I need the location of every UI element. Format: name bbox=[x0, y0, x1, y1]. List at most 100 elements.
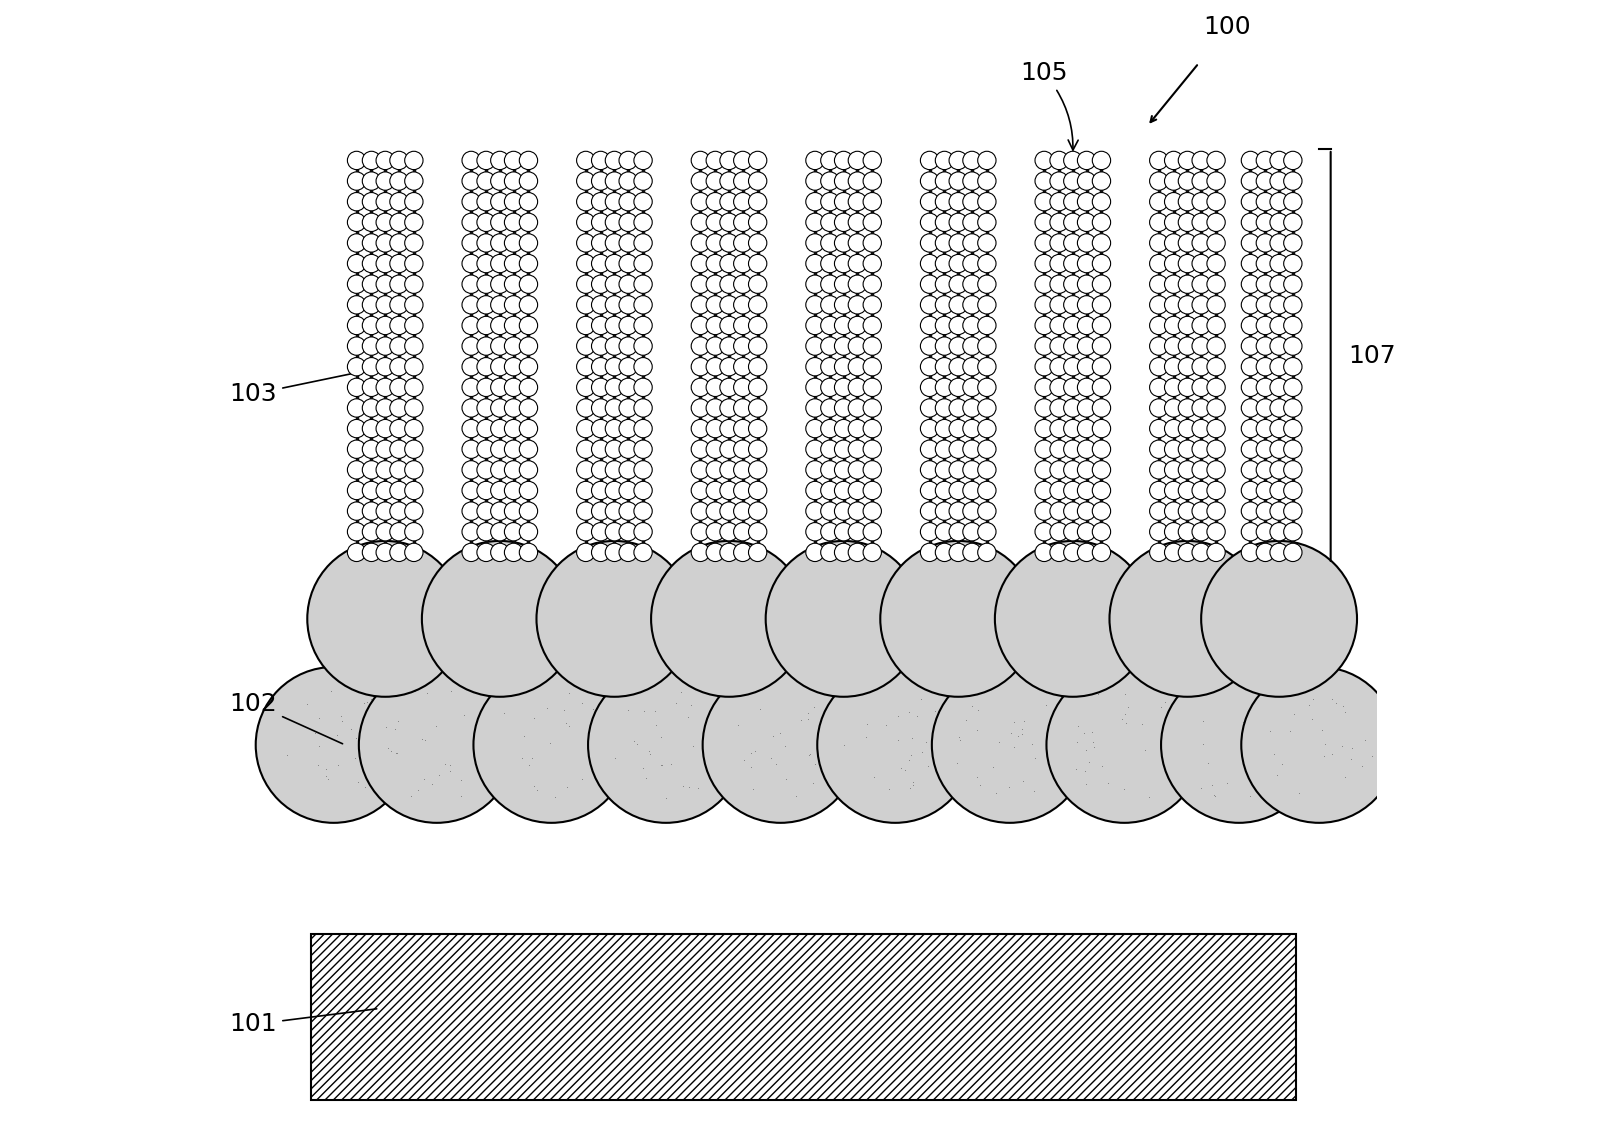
Circle shape bbox=[347, 193, 366, 211]
Circle shape bbox=[1149, 440, 1168, 458]
Circle shape bbox=[633, 502, 652, 520]
Circle shape bbox=[1035, 316, 1053, 335]
Circle shape bbox=[950, 481, 967, 500]
Circle shape bbox=[1149, 481, 1168, 500]
Circle shape bbox=[1178, 234, 1197, 252]
Circle shape bbox=[1064, 440, 1082, 458]
Circle shape bbox=[749, 502, 767, 520]
Circle shape bbox=[749, 316, 767, 335]
Circle shape bbox=[577, 523, 595, 541]
Circle shape bbox=[977, 316, 996, 335]
Circle shape bbox=[1064, 234, 1082, 252]
Circle shape bbox=[1241, 296, 1260, 314]
Circle shape bbox=[1165, 440, 1183, 458]
Circle shape bbox=[1178, 193, 1197, 211]
Circle shape bbox=[1284, 151, 1302, 170]
Circle shape bbox=[805, 213, 824, 231]
Circle shape bbox=[391, 543, 408, 562]
Circle shape bbox=[391, 151, 408, 170]
Circle shape bbox=[1207, 337, 1225, 355]
Circle shape bbox=[577, 419, 595, 438]
Circle shape bbox=[950, 316, 967, 335]
Circle shape bbox=[1192, 172, 1210, 190]
Circle shape bbox=[932, 667, 1088, 823]
Circle shape bbox=[1149, 275, 1168, 293]
Circle shape bbox=[834, 316, 853, 335]
Circle shape bbox=[1241, 523, 1260, 541]
Circle shape bbox=[1093, 399, 1110, 417]
Circle shape bbox=[1178, 440, 1197, 458]
Circle shape bbox=[1284, 358, 1302, 376]
Circle shape bbox=[577, 481, 595, 500]
Circle shape bbox=[702, 667, 858, 823]
Circle shape bbox=[391, 481, 408, 500]
Circle shape bbox=[720, 172, 738, 190]
Circle shape bbox=[1064, 254, 1082, 273]
Circle shape bbox=[391, 523, 408, 541]
Circle shape bbox=[1270, 337, 1289, 355]
Circle shape bbox=[477, 213, 495, 231]
Circle shape bbox=[405, 316, 423, 335]
Circle shape bbox=[720, 151, 738, 170]
Circle shape bbox=[963, 543, 982, 562]
Circle shape bbox=[577, 440, 595, 458]
Circle shape bbox=[1093, 234, 1110, 252]
Circle shape bbox=[821, 461, 839, 479]
Circle shape bbox=[391, 502, 408, 520]
Circle shape bbox=[619, 502, 638, 520]
Circle shape bbox=[749, 543, 767, 562]
Circle shape bbox=[633, 440, 652, 458]
Circle shape bbox=[1178, 213, 1197, 231]
Circle shape bbox=[720, 419, 738, 438]
Circle shape bbox=[490, 419, 509, 438]
Circle shape bbox=[1035, 399, 1053, 417]
Circle shape bbox=[347, 316, 366, 335]
Circle shape bbox=[391, 419, 408, 438]
Circle shape bbox=[821, 234, 839, 252]
Circle shape bbox=[1241, 502, 1260, 520]
Circle shape bbox=[691, 275, 710, 293]
Circle shape bbox=[805, 275, 824, 293]
Circle shape bbox=[733, 481, 752, 500]
Circle shape bbox=[606, 275, 624, 293]
Circle shape bbox=[950, 461, 967, 479]
Circle shape bbox=[376, 440, 394, 458]
Circle shape bbox=[691, 378, 710, 397]
Circle shape bbox=[733, 461, 752, 479]
Circle shape bbox=[1093, 502, 1110, 520]
Circle shape bbox=[1093, 337, 1110, 355]
Circle shape bbox=[376, 399, 394, 417]
Circle shape bbox=[376, 296, 394, 314]
Circle shape bbox=[1192, 337, 1210, 355]
Circle shape bbox=[347, 461, 366, 479]
Circle shape bbox=[1149, 543, 1168, 562]
Circle shape bbox=[391, 296, 408, 314]
Circle shape bbox=[362, 523, 381, 541]
Circle shape bbox=[519, 254, 538, 273]
Circle shape bbox=[1093, 316, 1110, 335]
Circle shape bbox=[935, 296, 953, 314]
Circle shape bbox=[1035, 296, 1053, 314]
Circle shape bbox=[691, 543, 710, 562]
Circle shape bbox=[606, 337, 624, 355]
Circle shape bbox=[477, 234, 495, 252]
Circle shape bbox=[720, 399, 738, 417]
Circle shape bbox=[391, 337, 408, 355]
Circle shape bbox=[705, 296, 725, 314]
Circle shape bbox=[834, 502, 853, 520]
Circle shape bbox=[1093, 172, 1110, 190]
Circle shape bbox=[935, 502, 953, 520]
Circle shape bbox=[477, 275, 495, 293]
Circle shape bbox=[1077, 378, 1096, 397]
Circle shape bbox=[1192, 543, 1210, 562]
Circle shape bbox=[477, 440, 495, 458]
Circle shape bbox=[477, 316, 495, 335]
Circle shape bbox=[1035, 193, 1053, 211]
Circle shape bbox=[863, 275, 881, 293]
Circle shape bbox=[1064, 399, 1082, 417]
Circle shape bbox=[1064, 523, 1082, 541]
Circle shape bbox=[376, 234, 394, 252]
Circle shape bbox=[1284, 378, 1302, 397]
Circle shape bbox=[362, 543, 381, 562]
Circle shape bbox=[863, 523, 881, 541]
